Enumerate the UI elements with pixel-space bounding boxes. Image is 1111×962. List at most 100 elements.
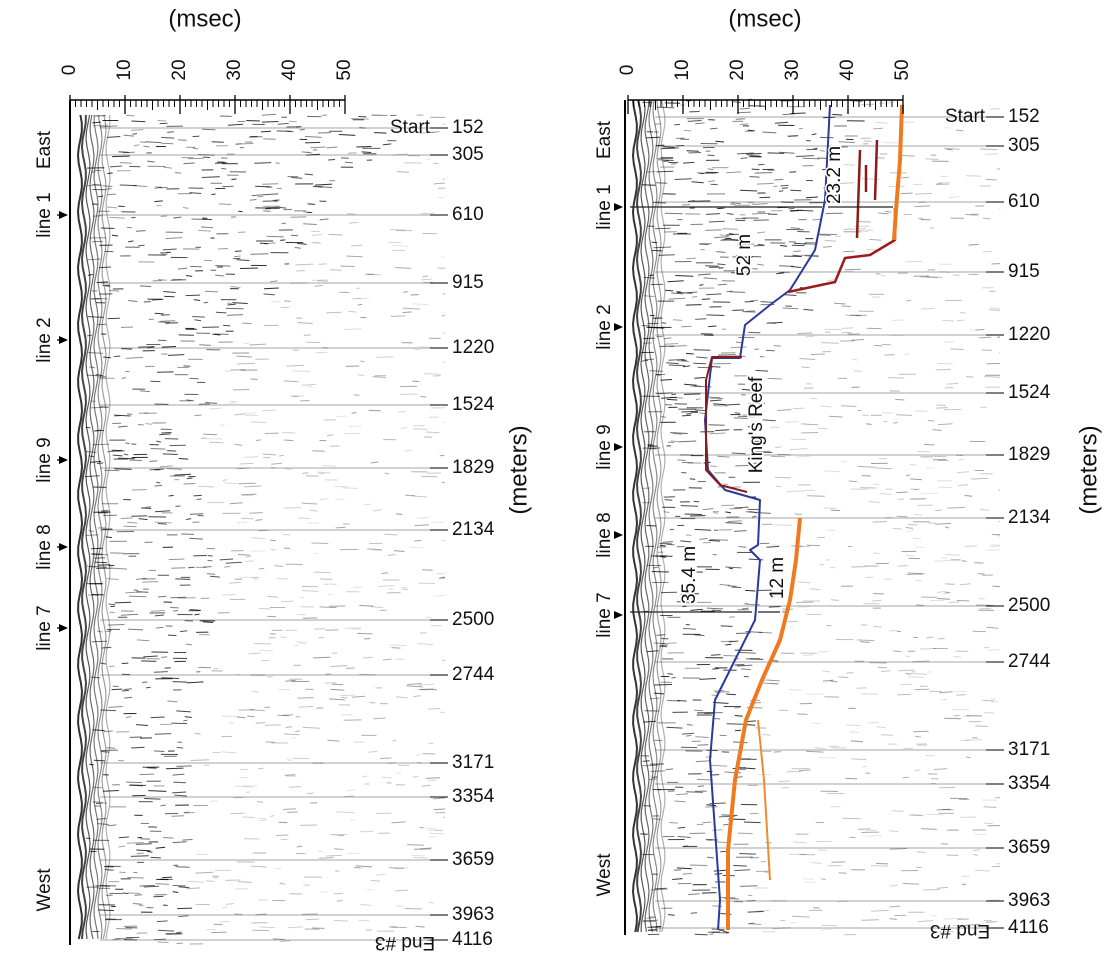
seismic-stroke [909, 814, 924, 817]
seismic-stroke [121, 377, 126, 379]
seismic-stroke [661, 147, 679, 150]
seismic-stroke [726, 212, 734, 215]
seismic-stroke [401, 588, 408, 591]
seismic-stroke [203, 566, 212, 568]
seismic-stroke [194, 613, 200, 616]
seismic-stroke [730, 272, 745, 274]
seismic-stroke [107, 824, 117, 827]
seismic-stroke [163, 836, 174, 839]
direct-arrival [648, 99, 654, 933]
seismic-stroke [295, 263, 314, 266]
seismic-stroke [708, 396, 721, 399]
seismic-stroke [348, 425, 362, 428]
seismic-stroke [139, 390, 150, 393]
seismic-stroke [933, 560, 950, 562]
seismic-stroke [214, 162, 227, 164]
seismic-stroke [311, 234, 322, 236]
annotation: 52 m [734, 234, 755, 276]
seismic-stroke [281, 714, 294, 716]
seismic-stroke [658, 159, 674, 162]
seismic-stroke [143, 145, 150, 148]
seismic-stroke [892, 650, 902, 653]
seismic-stroke [348, 310, 357, 313]
seismic-stroke [838, 872, 847, 874]
seismic-stroke [667, 441, 675, 444]
seismic-stroke [966, 756, 971, 759]
seismic-stroke [945, 526, 950, 529]
seismic-stroke [840, 182, 855, 184]
seismic-stroke [652, 818, 661, 820]
seismic-stroke [782, 307, 799, 310]
seismic-stroke [701, 892, 717, 894]
seismic-stroke [107, 450, 125, 453]
seismic-stroke [178, 139, 187, 141]
seismic-stroke [360, 360, 365, 363]
seismic-stroke [915, 604, 924, 606]
seismic-stroke [762, 419, 776, 422]
seismic-stroke [307, 151, 313, 154]
seismic-stroke [270, 539, 277, 542]
seismic-stroke [136, 852, 144, 855]
direct-arrival [660, 99, 666, 933]
seismic-stroke [108, 706, 123, 708]
seismic-stroke [768, 605, 781, 608]
seismic-stroke [796, 155, 814, 157]
seismic-stroke [748, 894, 753, 897]
seismic-stroke [285, 726, 293, 729]
seismic-stroke [728, 567, 733, 570]
seismic-stroke [289, 120, 297, 123]
seismic-stroke [832, 113, 843, 116]
seismic-stroke [713, 511, 719, 514]
seismic-stroke [973, 833, 986, 836]
seismic-stroke [685, 734, 692, 737]
seismic-stroke [656, 106, 675, 109]
seismic-stroke [326, 146, 338, 149]
distance-label: 1524 [452, 394, 495, 415]
seismic-stroke [849, 836, 856, 839]
seismic-stroke [398, 410, 406, 413]
seismic-stroke [797, 332, 813, 335]
seismic-stroke [165, 322, 179, 324]
seismic-stroke [96, 817, 107, 820]
seismic-stroke [415, 925, 425, 928]
seismic-stroke [975, 328, 985, 331]
seismic-stroke [106, 578, 119, 580]
seismic-stroke [706, 293, 722, 296]
seismic-stroke [319, 606, 337, 609]
seismic-stroke [754, 512, 771, 514]
seismic-stroke [255, 439, 261, 441]
seismic-stroke [942, 319, 954, 322]
x-axis-label: (msec) [728, 5, 801, 32]
seismic-stroke [203, 156, 211, 159]
seismic-stroke [861, 765, 867, 768]
seismic-stroke [90, 547, 104, 550]
seismic-texture [84, 113, 446, 945]
distance-label: 305 [452, 144, 484, 165]
seismic-stroke [879, 493, 892, 495]
seismic-stroke [646, 136, 660, 139]
seismic-stroke [983, 806, 997, 808]
seismic-stroke [259, 649, 274, 652]
seismic-stroke [418, 132, 435, 134]
seismic-stroke [185, 643, 192, 646]
seismic-stroke [680, 540, 692, 543]
seismic-stroke [917, 920, 934, 923]
seismic-stroke [969, 329, 975, 331]
seismic-stroke [227, 303, 236, 306]
seismic-stroke [740, 885, 758, 887]
seismic-stroke [87, 594, 99, 596]
seismic-stroke [395, 889, 409, 892]
seismic-stroke [920, 492, 939, 495]
seismic-stroke [692, 296, 698, 298]
seismic-stroke [935, 509, 942, 512]
seismic-stroke [344, 795, 354, 798]
seismic-stroke [185, 518, 192, 521]
seismic-texture [640, 98, 1001, 936]
seismic-stroke [843, 164, 855, 166]
distance-label: 3171 [452, 752, 494, 773]
seismic-stroke [127, 892, 140, 894]
seismic-stroke [264, 287, 279, 290]
seismic-stroke [296, 845, 303, 848]
seismic-stroke [741, 388, 751, 391]
seismic-stroke [186, 887, 200, 890]
